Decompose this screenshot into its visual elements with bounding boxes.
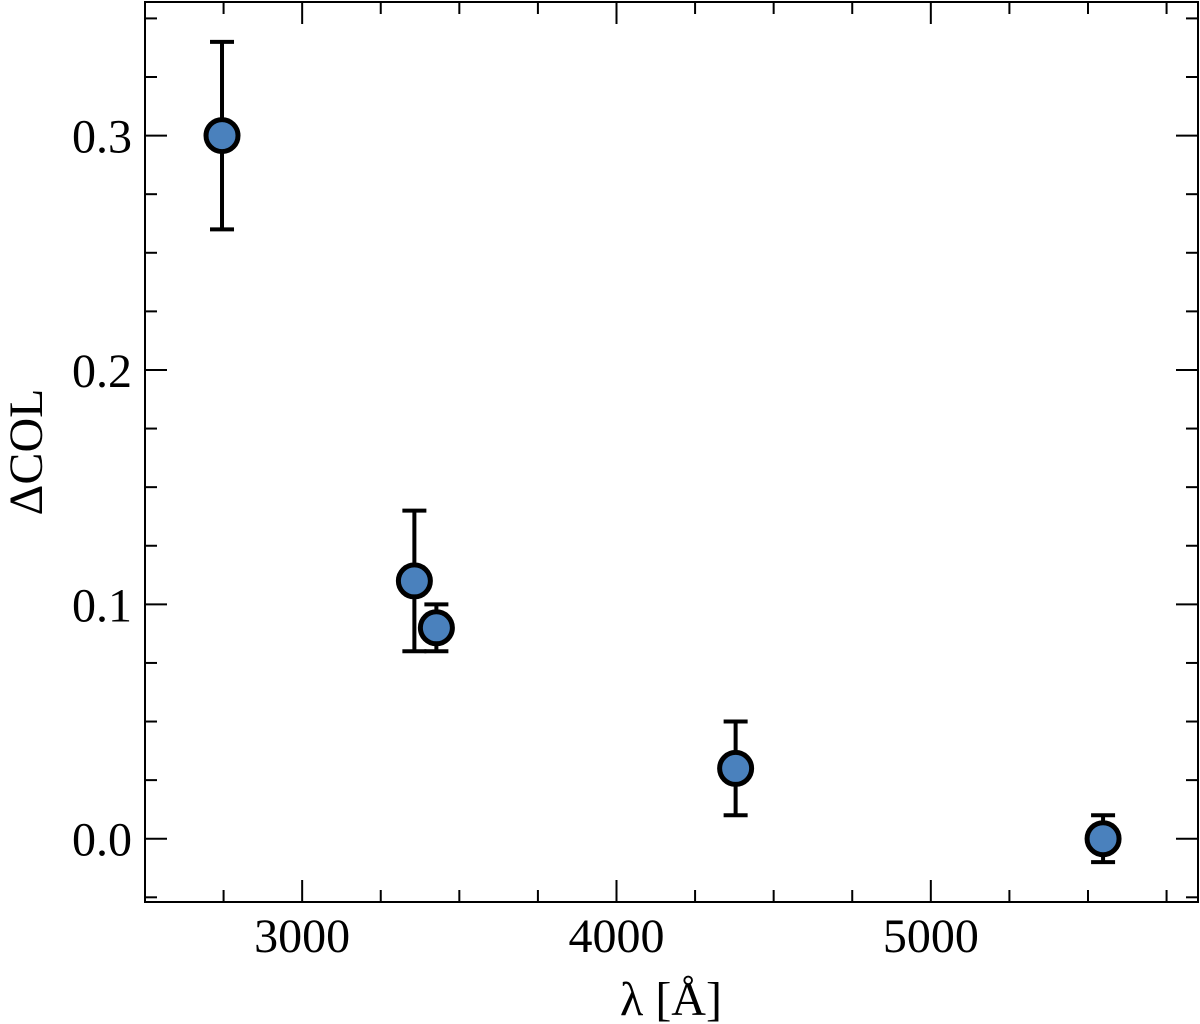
data-point bbox=[203, 117, 241, 155]
x-axis-label: λ [Å] bbox=[620, 973, 722, 1024]
x-tick-label: 3000 bbox=[254, 910, 350, 963]
y-tick-label: 0.3 bbox=[72, 111, 132, 164]
data-point bbox=[395, 562, 433, 600]
data-point bbox=[717, 749, 755, 787]
plot-frame bbox=[144, 1, 1199, 903]
y-tick-label: 0.0 bbox=[72, 814, 132, 867]
x-tick-label: 5000 bbox=[883, 910, 979, 963]
y-tick-label: 0.2 bbox=[72, 345, 132, 398]
y-tick-label: 0.1 bbox=[72, 579, 132, 632]
data-point bbox=[417, 609, 455, 647]
y-axis-label: ΔCOL bbox=[0, 389, 53, 516]
data-point bbox=[1084, 820, 1122, 858]
x-tick-label: 4000 bbox=[568, 910, 664, 963]
